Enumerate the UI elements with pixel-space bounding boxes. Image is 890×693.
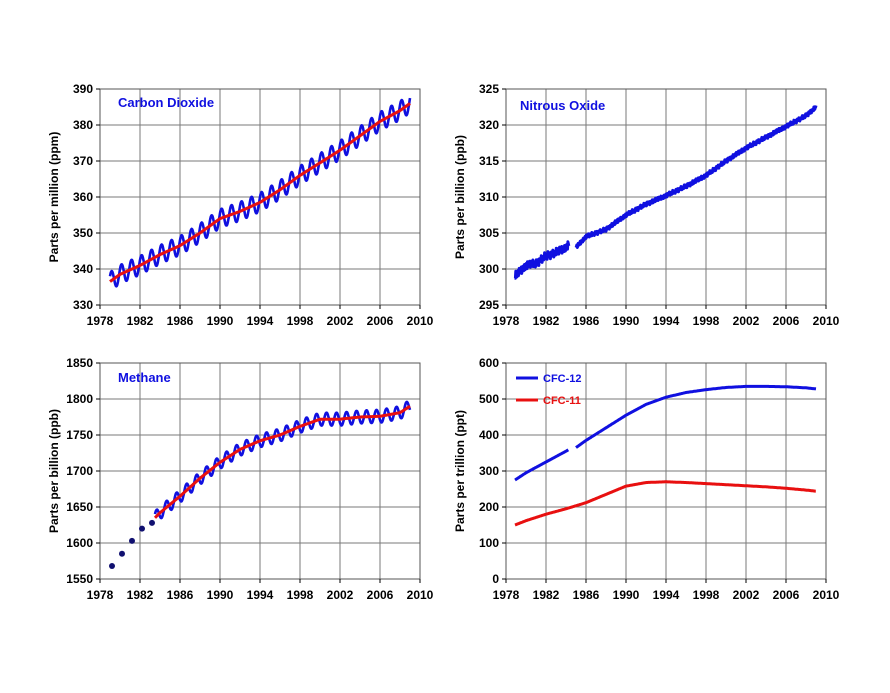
y-tick-label: 1550: [66, 572, 93, 586]
x-tick-label: 1978: [493, 588, 520, 602]
y-tick-label: 300: [479, 262, 499, 276]
series-line-1: [108, 97, 412, 288]
x-tick-label: 1982: [533, 588, 560, 602]
x-tick-label: 1982: [127, 314, 154, 328]
series-line-1: [513, 240, 571, 280]
y-tick-label: 370: [73, 154, 93, 168]
data-point: [149, 519, 155, 526]
y-axis-label: Parts per billion (ppb): [453, 135, 467, 259]
chart-panel-2: 1978 1982 1986 1990 1994 1998 2002 2006 2010 295 3…: [453, 82, 840, 328]
data-layer: [514, 384, 817, 527]
x-tick-label: 2006: [773, 314, 800, 328]
y-tick-label: 320: [479, 118, 499, 132]
x-tick-label: 2006: [773, 588, 800, 602]
series-line-2: [575, 384, 817, 449]
x-tick-label: 1978: [493, 314, 520, 328]
data-point: [119, 550, 125, 557]
y-tick-label: 380: [73, 118, 93, 132]
x-tick-label: 1986: [573, 588, 600, 602]
x-tick-label: 1990: [613, 314, 640, 328]
y-tick-label: 1750: [66, 428, 93, 442]
y-axis-label: Parts per billion (ppb): [47, 409, 61, 533]
x-tick-label: 2010: [407, 588, 434, 602]
y-tick-label: 1650: [66, 500, 93, 514]
x-tick-label: 2006: [367, 314, 394, 328]
y-tick-label: 295: [479, 298, 499, 312]
y-tick-label: 1700: [66, 464, 93, 478]
data-layer: [108, 97, 412, 288]
series-line-2: [574, 105, 818, 249]
x-tick-label: 2010: [813, 314, 840, 328]
x-tick-label: 1986: [167, 314, 194, 328]
panel-title: Carbon Dioxide: [118, 95, 214, 110]
y-axis-label: Parts per million (ppm): [47, 132, 61, 263]
data-layer: [109, 400, 412, 570]
y-tick-label: 1850: [66, 356, 93, 370]
series-line-1: [514, 448, 570, 482]
x-tick-label: 1998: [693, 588, 720, 602]
y-tick-label: 0: [492, 572, 499, 586]
data-point: [129, 537, 135, 544]
y-tick-label: 350: [73, 226, 93, 240]
x-tick-label: 1998: [693, 314, 720, 328]
y-tick-label: 315: [479, 154, 499, 168]
chart-panel-3: 1978 1982 1986 1990 1994 1998 2002 2006 2010 1550…: [47, 356, 434, 602]
x-tick-label: 1998: [287, 314, 314, 328]
data-point: [139, 525, 145, 532]
series-line-2: [109, 102, 411, 283]
series-line-2: [153, 404, 411, 519]
chart-panel-1: 1978 1982 1986 1990 1994 1998 2002 2006 2010 330 3…: [47, 82, 434, 328]
y-tick-label: 100: [479, 536, 499, 550]
legend-label: CFC-11: [543, 395, 581, 407]
panel-title: Nitrous Oxide: [520, 98, 605, 113]
y-tick-label: 300: [479, 464, 499, 478]
y-tick-label: 1800: [66, 392, 93, 406]
x-tick-label: 1994: [653, 314, 680, 328]
data-layer: [513, 105, 818, 280]
x-tick-label: 2010: [407, 314, 434, 328]
data-point: [109, 563, 115, 570]
y-tick-label: 330: [73, 298, 93, 312]
x-tick-label: 1994: [247, 314, 274, 328]
series-line-3: [514, 480, 817, 527]
x-tick-label: 1986: [573, 314, 600, 328]
y-tick-label: 360: [73, 190, 93, 204]
y-tick-label: 390: [73, 82, 93, 96]
legend-label: CFC-12: [543, 373, 582, 385]
x-tick-label: 1978: [87, 314, 114, 328]
x-tick-label: 2002: [327, 588, 354, 602]
x-tick-label: 2010: [813, 588, 840, 602]
x-tick-label: 1994: [653, 588, 680, 602]
x-tick-label: 2002: [733, 314, 760, 328]
y-tick-label: 500: [479, 392, 499, 406]
y-tick-label: 310: [479, 190, 499, 204]
panel-title: Methane: [118, 370, 171, 385]
x-tick-label: 1978: [87, 588, 114, 602]
x-tick-label: 2006: [367, 588, 394, 602]
x-tick-label: 1986: [167, 588, 194, 602]
y-tick-label: 325: [479, 82, 499, 96]
x-tick-label: 1990: [207, 588, 234, 602]
x-tick-label: 1990: [613, 588, 640, 602]
chart-panel-4: 1978 1982 1986 1990 1994 1998 2002 2006 2010 0 100…: [453, 356, 840, 602]
x-tick-label: 1998: [287, 588, 314, 602]
y-tick-label: 305: [479, 226, 499, 240]
series-line-1: [153, 400, 412, 520]
y-axis-label: Parts per trillion (ppt): [453, 410, 467, 532]
y-tick-label: 200: [479, 500, 499, 514]
y-tick-label: 1600: [66, 536, 93, 550]
x-tick-label: 2002: [327, 314, 354, 328]
y-tick-label: 600: [479, 356, 499, 370]
x-tick-label: 1990: [207, 314, 234, 328]
y-tick-label: 400: [479, 428, 499, 442]
x-tick-label: 1982: [533, 314, 560, 328]
x-tick-label: 1982: [127, 588, 154, 602]
x-tick-label: 2002: [733, 588, 760, 602]
y-tick-label: 340: [73, 262, 93, 276]
x-tick-label: 1994: [247, 588, 274, 602]
